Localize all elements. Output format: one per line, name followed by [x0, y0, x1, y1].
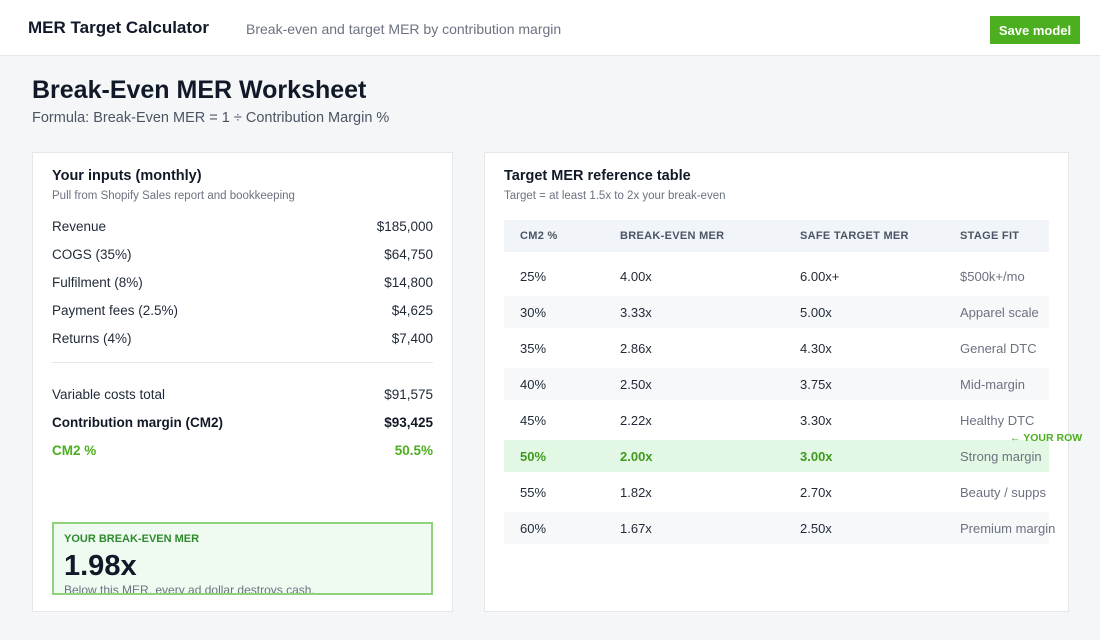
cell-safe-target: 3.75x	[800, 377, 832, 392]
input-row-revenue: Revenue $185,000	[52, 216, 433, 236]
app-subtitle: Break-even and target MER by contributio…	[246, 21, 562, 37]
cell-stage-fit: Healthy DTC	[960, 413, 1035, 428]
cell-safe-target: 2.50x	[800, 521, 832, 536]
cell-stage-fit: $500k+/mo	[960, 269, 1025, 284]
cell-cm2: 45%	[520, 413, 547, 428]
inputs-subtitle: Pull from Shopify Sales report and bookk…	[52, 190, 295, 202]
total-label: Variable costs total	[52, 386, 166, 402]
column-header-break-even: BREAK-EVEN MER	[620, 230, 725, 242]
save-model-button[interactable]: Save model	[990, 16, 1080, 44]
table-header: CM2 % BREAK-EVEN MER SAFE TARGET MER STA…	[504, 220, 1049, 252]
cell-stage-fit: Apparel scale	[960, 305, 1039, 320]
input-row-payment-fees: Payment fees (2.5%) $4,625	[52, 300, 433, 320]
cell-break-even: 1.82x	[620, 485, 652, 500]
column-header-stage-fit: STAGE FIT	[960, 230, 1020, 242]
your-row-marker: ← YOUR ROW	[1010, 432, 1083, 444]
reference-title: Target MER reference table	[504, 168, 691, 184]
cell-break-even: 2.86x	[620, 341, 652, 356]
cell-break-even: 3.33x	[620, 305, 652, 320]
app-title: MER Target Calculator	[28, 18, 210, 37]
cell-break-even: 2.00x	[620, 449, 653, 464]
cell-break-even: 2.22x	[620, 413, 652, 428]
input-value: $4,625	[391, 302, 433, 318]
cell-safe-target: 3.00x	[800, 449, 833, 464]
inputs-title: Your inputs (monthly)	[52, 168, 202, 184]
total-value: $93,425	[384, 414, 433, 430]
input-value: $185,000	[376, 218, 433, 234]
cell-safe-target: 3.30x	[800, 413, 832, 428]
cell-stage-fit: Mid-margin	[960, 377, 1026, 392]
cell-cm2: 50%	[520, 449, 547, 464]
input-label: Fulfilment (8%)	[52, 274, 143, 290]
reference-subtitle: Target = at least 1.5x to 2x your break-…	[504, 190, 726, 202]
total-value: 50.5%	[394, 442, 433, 458]
cell-stage-fit: Premium margin	[960, 521, 1056, 536]
table-row-highlighted: 50% 2.00x 3.00x Strong margin	[504, 440, 1049, 472]
cell-safe-target: 4.30x	[800, 341, 832, 356]
formula-text: Formula: Break-Even MER = 1 ÷ Contributi…	[32, 110, 390, 126]
input-row-cogs: COGS (35%) $64,750	[52, 244, 433, 264]
total-row-contribution-margin: Contribution margin (CM2) $93,425	[52, 412, 433, 432]
cell-stage-fit: Strong margin	[960, 449, 1042, 464]
cell-cm2: 55%	[520, 485, 547, 500]
input-row-fulfilment: Fulfilment (8%) $14,800	[52, 272, 433, 292]
input-label: Revenue	[52, 218, 107, 234]
page-title: Break-Even MER Worksheet	[32, 76, 367, 104]
total-label: Contribution margin (CM2)	[52, 414, 223, 430]
input-label: Payment fees (2.5%)	[52, 302, 179, 318]
cell-cm2: 60%	[520, 521, 547, 536]
inputs-divider	[52, 362, 433, 363]
column-header-safe-target: SAFE TARGET MER	[800, 230, 909, 242]
total-label: CM2 %	[52, 442, 97, 458]
table-row: 25% 4.00x 6.00x+ $500k+/mo	[504, 260, 1049, 292]
input-value: $64,750	[384, 246, 433, 262]
cell-stage-fit: Beauty / supps	[960, 485, 1046, 500]
input-row-returns: Returns (4%) $7,400	[52, 328, 433, 348]
reference-card: Target MER reference table Target = at l…	[484, 152, 1069, 612]
table-row: 45% 2.22x 3.30x Healthy DTC	[504, 404, 1049, 436]
cell-stage-fit: General DTC	[960, 341, 1037, 356]
cell-cm2: 40%	[520, 377, 547, 392]
table-row: 30% 3.33x 5.00x Apparel scale	[504, 296, 1049, 328]
inputs-card: Your inputs (monthly) Pull from Shopify …	[32, 152, 453, 612]
input-label: Returns (4%)	[52, 330, 132, 346]
table-row: 40% 2.50x 3.75x Mid-margin	[504, 368, 1049, 400]
cell-break-even: 2.50x	[620, 377, 652, 392]
input-value: $14,800	[384, 274, 433, 290]
cell-cm2: 25%	[520, 269, 547, 284]
break-even-value: 1.98x	[64, 550, 137, 582]
cell-cm2: 35%	[520, 341, 547, 356]
table-row: 35% 2.86x 4.30x General DTC	[504, 332, 1049, 364]
cell-safe-target: 6.00x+	[800, 269, 840, 284]
cell-break-even: 4.00x	[620, 269, 652, 284]
table-row: 60% 1.67x 2.50x Premium margin	[504, 512, 1055, 544]
break-even-box: YOUR BREAK-EVEN MER 1.98x Below this MER…	[52, 522, 433, 595]
input-label: COGS (35%)	[52, 246, 132, 262]
top-bar: MER Target Calculator Break-even and tar…	[0, 0, 1100, 56]
table-row: 55% 1.82x 2.70x Beauty / supps	[504, 476, 1049, 508]
cell-cm2: 30%	[520, 305, 547, 320]
total-row-cm2-percent: CM2 % 50.5%	[52, 440, 433, 460]
input-value: $7,400	[391, 330, 433, 346]
total-value: $91,575	[384, 386, 433, 402]
cell-safe-target: 2.70x	[800, 485, 832, 500]
break-even-label: YOUR BREAK-EVEN MER	[64, 533, 200, 545]
cell-safe-target: 5.00x	[800, 305, 832, 320]
cell-break-even: 1.67x	[620, 521, 652, 536]
total-row-variable-costs: Variable costs total $91,575	[52, 384, 433, 404]
break-even-note: Below this MER, every ad dollar destroys…	[64, 583, 315, 595]
column-header-cm2: CM2 %	[520, 230, 558, 242]
